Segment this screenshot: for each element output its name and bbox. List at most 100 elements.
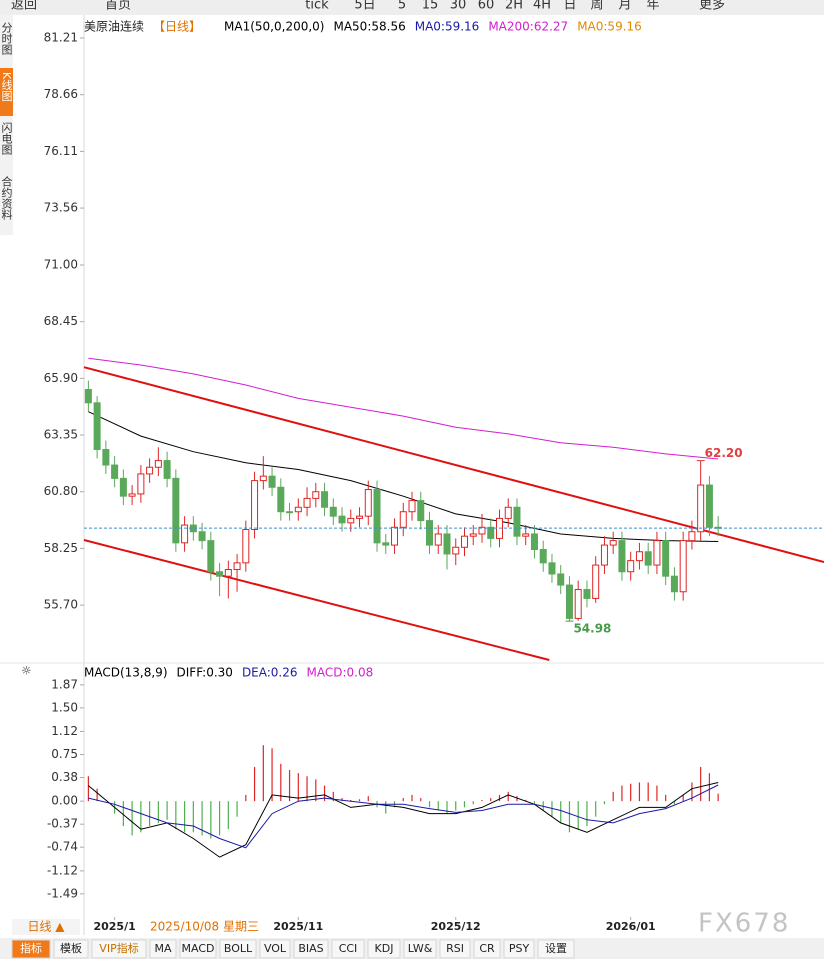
sidebar-tab[interactable]: 合约资料 <box>0 175 13 221</box>
toolbar-button[interactable]: 60 <box>478 0 495 13</box>
candle-body <box>670 575 678 593</box>
candle-body <box>478 526 486 535</box>
candle-body <box>356 515 364 519</box>
toolbar-button[interactable]: 更多 <box>699 0 725 13</box>
extreme-label: 54.98 <box>573 622 611 636</box>
tab-bg[interactable] <box>473 939 501 959</box>
tab[interactable]: 指标 <box>20 941 42 955</box>
sidebar-tab[interactable]: 分时图 <box>0 22 13 56</box>
chart-title: 美原油连续 <box>84 19 144 34</box>
candle-body <box>574 589 582 619</box>
tab-bg[interactable] <box>439 939 471 959</box>
tab[interactable]: LW& <box>408 942 433 955</box>
toolbar-button[interactable]: 5日 <box>354 0 375 13</box>
candle-body <box>600 544 608 566</box>
toolbar-button[interactable]: 4H <box>533 0 551 13</box>
trendline <box>83 539 550 661</box>
candle-body <box>251 480 259 531</box>
legend-entry: MACD:0.08 <box>307 666 374 680</box>
candle-body <box>154 460 162 468</box>
y-tick-label: 76.11 <box>44 144 78 158</box>
candle-body <box>662 540 670 577</box>
chart-subtitle: 【日线】 <box>153 20 201 34</box>
tab-bg[interactable] <box>293 939 329 959</box>
candle-body <box>111 464 119 479</box>
sidebar-tab[interactable]: K线图 <box>0 72 13 102</box>
toolbar-button[interactable]: 30 <box>450 0 467 13</box>
candle-body <box>530 533 538 551</box>
toolbar-button[interactable]: 日 <box>563 0 576 13</box>
tab-bg[interactable] <box>53 939 89 959</box>
candle-body <box>347 517 355 524</box>
candle-body <box>233 562 241 571</box>
tab[interactable]: CCI <box>339 942 358 955</box>
y-tick-label: 65.90 <box>44 371 78 385</box>
candle-body <box>469 533 477 537</box>
tab-bg[interactable] <box>367 939 401 959</box>
candle-body <box>548 562 556 575</box>
sidebar-tab[interactable]: 闪电图 <box>0 121 13 156</box>
candle-body <box>391 526 399 546</box>
toolbar-button[interactable]: 15 <box>422 0 439 13</box>
candle-body <box>688 531 696 542</box>
y-tick-label: 71.00 <box>44 257 78 271</box>
tab-bg[interactable] <box>259 939 291 959</box>
tab[interactable]: VIP指标 <box>99 941 138 955</box>
tab-bg[interactable] <box>149 939 177 959</box>
candle-body <box>303 497 311 508</box>
tab[interactable]: MACD <box>182 942 215 955</box>
candle-body <box>128 493 136 497</box>
toolbar-button[interactable]: 5 <box>398 0 406 13</box>
candle-body <box>137 473 145 495</box>
tab[interactable]: BOLL <box>224 942 253 955</box>
candle-body <box>635 551 643 562</box>
tab[interactable]: 模板 <box>60 941 82 955</box>
candle-body <box>207 540 215 573</box>
y-tick-label: 58.25 <box>44 541 78 555</box>
candle-body <box>513 506 521 537</box>
y-tick-label: 1.50 <box>51 700 78 714</box>
toolbar-button[interactable]: 年 <box>646 0 659 13</box>
watermark: FX678 <box>698 909 790 939</box>
tab[interactable]: CR <box>479 942 495 955</box>
candle-body <box>443 533 451 555</box>
period[interactable]: 日线 ▲ <box>27 920 65 934</box>
toolbar-button[interactable]: 周 <box>590 0 603 13</box>
tab-bg[interactable] <box>91 939 147 959</box>
tab[interactable]: KDJ <box>375 942 394 955</box>
settings-icon[interactable]: ☼ <box>21 664 32 678</box>
tab[interactable]: BIAS <box>298 942 323 955</box>
tab[interactable]: MA <box>154 942 171 955</box>
toolbar-button[interactable]: 月 <box>618 0 631 13</box>
candle-body <box>198 531 206 542</box>
candle-body <box>364 488 372 517</box>
tab-bg[interactable] <box>403 939 437 959</box>
candle-body <box>522 533 530 537</box>
candle-body <box>286 511 294 514</box>
toolbar-button[interactable]: tick <box>305 0 329 13</box>
candle-body <box>679 540 687 593</box>
tab-bg[interactable] <box>11 939 51 959</box>
tab[interactable]: 设置 <box>545 942 567 955</box>
period-box[interactable] <box>12 919 80 935</box>
toolbar-button[interactable]: 首页 <box>105 0 131 13</box>
extreme-label: 62.20 <box>705 446 743 460</box>
toolbar-button[interactable]: 2H <box>505 0 523 13</box>
candle-body <box>653 540 661 566</box>
candle-body <box>84 388 92 404</box>
tab-bg[interactable] <box>179 939 217 959</box>
tab-bg[interactable] <box>503 939 535 959</box>
tab-bg[interactable] <box>331 939 365 959</box>
candle-body <box>146 466 154 475</box>
candle-body <box>312 491 320 499</box>
candle-body <box>373 488 381 544</box>
tab-bg[interactable] <box>537 939 575 959</box>
tab-bg[interactable] <box>219 939 257 959</box>
candle-body <box>452 546 460 555</box>
y-tick-label: 78.66 <box>44 87 78 101</box>
candle-body <box>338 515 346 524</box>
tab[interactable]: PSY <box>509 942 530 955</box>
toolbar-button[interactable]: 返回 <box>11 0 37 13</box>
tab[interactable]: RSI <box>446 942 464 955</box>
tab[interactable]: VOL <box>264 942 287 955</box>
